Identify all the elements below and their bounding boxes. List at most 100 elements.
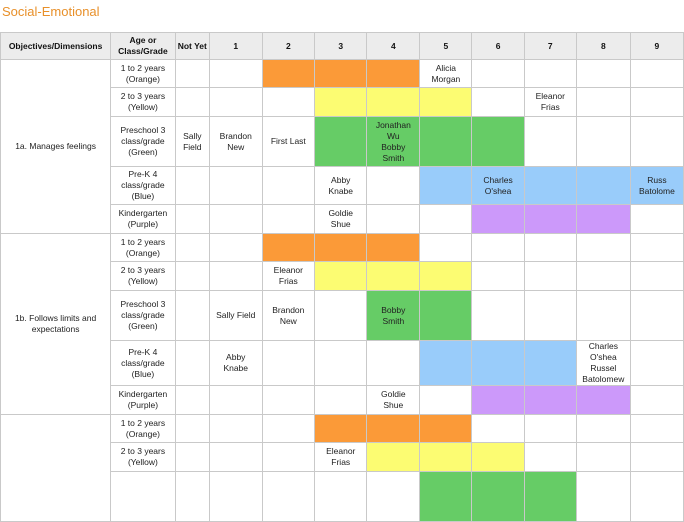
level-cell — [208, 471, 263, 522]
assessment-grid: Objectives/Dimensions Age or Class/Grade N… — [0, 32, 684, 522]
level-cell — [523, 471, 577, 522]
child-name: Charles O'shea — [471, 166, 525, 205]
level-cell — [629, 414, 684, 443]
level-cell — [314, 340, 368, 386]
level-cell — [261, 233, 316, 262]
level-cell — [629, 261, 684, 291]
level-cell — [366, 414, 421, 443]
level-cell — [419, 290, 473, 341]
level-cell — [629, 233, 684, 262]
level-cell — [366, 340, 421, 386]
level-cell — [575, 471, 631, 522]
level-cell — [471, 233, 525, 262]
level-cell — [261, 442, 316, 472]
level-cell — [629, 116, 684, 167]
child-name: Brandon New — [208, 116, 263, 167]
level-cell — [629, 471, 684, 522]
age-cell: 2 to 3 years (Yellow) — [110, 442, 176, 472]
level-cell — [366, 261, 421, 291]
level-cell — [471, 261, 525, 291]
column-header-11: 9 — [629, 32, 684, 60]
table-row: 2 to 3 years (Yellow) Eleanor Frias — [1, 261, 684, 291]
level-cell — [629, 204, 684, 234]
column-header-4: 2 — [261, 32, 316, 60]
level-cell — [419, 471, 473, 522]
child-name: Eleanor Frias — [523, 87, 577, 117]
child-name: Abby Knabe — [314, 166, 368, 205]
level-cell — [261, 87, 316, 117]
level-cell — [471, 87, 525, 117]
column-header-7: 5 — [419, 32, 473, 60]
level-cell — [174, 233, 210, 262]
level-cell — [419, 166, 473, 205]
level-cell — [174, 261, 210, 291]
child-name: First Last — [261, 116, 316, 167]
level-cell — [314, 290, 368, 341]
level-cell — [523, 204, 577, 234]
level-cell — [419, 87, 473, 117]
level-cell — [314, 233, 368, 262]
level-cell — [419, 385, 473, 415]
age-cell: Kindergarten (Purple) — [110, 204, 176, 234]
level-cell — [174, 340, 210, 386]
level-cell — [314, 414, 368, 443]
objective-cell — [0, 414, 112, 522]
level-cell — [523, 261, 577, 291]
level-cell — [174, 442, 210, 472]
table-row: Preschool 3 class/grade (Green) Sally Fie… — [1, 116, 684, 167]
level-cell — [523, 290, 577, 341]
level-cell — [314, 471, 368, 522]
level-cell — [314, 261, 368, 291]
table-row: Kindergarten (Purple) Goldie Shue — [1, 204, 684, 234]
level-cell — [208, 261, 263, 291]
level-cell — [471, 290, 525, 341]
level-cell — [208, 233, 263, 262]
child-name: Goldie Shue — [366, 385, 421, 415]
level-cell — [174, 471, 210, 522]
level-cell — [419, 414, 473, 443]
child-name: Russ Batolome — [629, 166, 684, 205]
level-cell — [261, 385, 316, 415]
level-cell — [366, 87, 421, 117]
level-cell — [523, 233, 577, 262]
level-cell — [314, 385, 368, 415]
age-cell: 1 to 2 years (Orange) — [110, 233, 176, 262]
level-cell — [575, 166, 631, 205]
level-cell — [366, 471, 421, 522]
level-cell — [208, 166, 263, 205]
level-cell — [471, 414, 525, 443]
level-cell — [366, 166, 421, 205]
table-row: Pre-K 4 class/grade (Blue) Abby Knabe Char… — [1, 340, 684, 386]
level-cell — [575, 233, 631, 262]
level-cell — [208, 87, 263, 117]
level-cell — [523, 385, 577, 415]
level-cell — [471, 471, 525, 522]
level-cell — [208, 442, 263, 472]
column-header-3: 1 — [208, 32, 263, 60]
table-row: Preschool 3 class/grade (Green) Sally Fie… — [1, 290, 684, 341]
level-cell — [174, 204, 210, 234]
column-header-6: 4 — [366, 32, 421, 60]
level-cell — [523, 116, 577, 167]
objective-cell: 1a. Manages feelings — [0, 59, 112, 234]
child-name: Goldie Shue — [314, 204, 368, 234]
age-cell: Preschool 3 class/grade (Green) — [110, 290, 176, 341]
level-cell — [575, 116, 631, 167]
level-cell — [366, 59, 421, 88]
level-cell — [629, 290, 684, 341]
level-cell — [575, 87, 631, 117]
level-cell — [366, 233, 421, 262]
child-name: Eleanor Frias — [314, 442, 368, 472]
level-cell — [471, 116, 525, 167]
level-cell — [314, 87, 368, 117]
section-title: Social-Emotional — [2, 4, 100, 19]
level-cell — [523, 59, 577, 88]
level-cell — [174, 59, 210, 88]
column-header-1: Age or Class/Grade — [110, 32, 176, 60]
level-cell — [419, 261, 473, 291]
level-cell — [523, 414, 577, 443]
level-cell — [261, 166, 316, 205]
age-cell: Kindergarten (Purple) — [110, 385, 176, 415]
child-name: Bobby Smith — [366, 290, 421, 341]
table-row: Kindergarten (Purple) Goldie Shue — [1, 385, 684, 415]
